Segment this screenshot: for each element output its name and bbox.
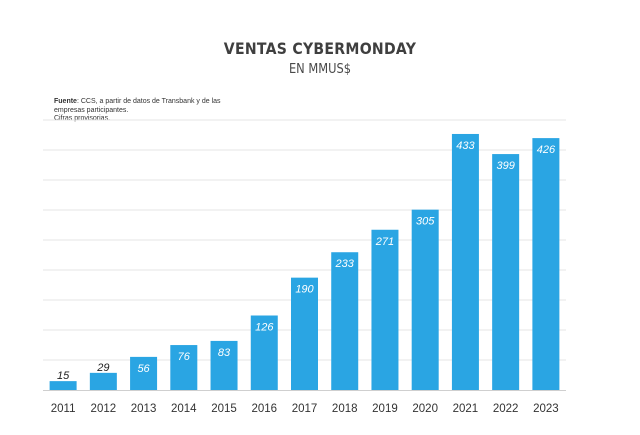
x-tick-2013: 2013 bbox=[131, 403, 157, 415]
x-tick-2022: 2022 bbox=[493, 403, 519, 415]
x-tick-2012: 2012 bbox=[91, 403, 117, 415]
bar-2022 bbox=[492, 154, 520, 390]
bar-2017 bbox=[291, 277, 318, 390]
bar-2020 bbox=[411, 209, 439, 390]
bar-2021 bbox=[451, 133, 479, 390]
value-label-2017: 190 bbox=[295, 284, 314, 296]
chart-title: VENTAS CYBERMONDAY bbox=[223, 39, 417, 58]
source-line-3: Cifras provisorias. bbox=[54, 115, 111, 123]
source-label: Fuente bbox=[54, 98, 77, 105]
bar-2015 bbox=[210, 340, 238, 390]
x-tick-2016: 2016 bbox=[251, 403, 277, 415]
x-tick-2020: 2020 bbox=[412, 403, 438, 415]
value-label-2015: 83 bbox=[218, 347, 231, 359]
x-tick-2011: 2011 bbox=[51, 403, 76, 415]
bar-2014 bbox=[170, 345, 198, 390]
x-tick-2015: 2015 bbox=[211, 403, 237, 415]
value-label-2018: 233 bbox=[335, 258, 355, 270]
x-tick-2014: 2014 bbox=[171, 403, 197, 415]
bar-2023 bbox=[532, 138, 560, 390]
source-line-2: empresas participantes. bbox=[54, 106, 129, 114]
bar-2018 bbox=[331, 252, 359, 390]
value-label-2022: 399 bbox=[496, 160, 514, 172]
value-label-2016: 126 bbox=[255, 321, 274, 333]
bar-2012 bbox=[89, 372, 117, 390]
value-label-2013: 56 bbox=[137, 363, 150, 375]
x-tick-2018: 2018 bbox=[332, 403, 358, 415]
value-label-2012: 29 bbox=[96, 362, 109, 374]
value-label-2020: 305 bbox=[416, 216, 435, 228]
value-label-2019: 271 bbox=[375, 236, 394, 248]
value-label-2014: 76 bbox=[178, 351, 191, 363]
x-tick-2017: 2017 bbox=[292, 403, 318, 415]
bar-2019 bbox=[371, 229, 399, 390]
value-label-2021: 433 bbox=[456, 140, 475, 152]
value-label-2011: 15 bbox=[57, 370, 70, 382]
chart-subtitle: EN MMUS$ bbox=[288, 62, 352, 77]
x-tick-2019: 2019 bbox=[372, 403, 398, 415]
source-note: Fuente: CCS, a partir de datos de Transb… bbox=[54, 98, 244, 124]
bar-2011 bbox=[49, 381, 77, 390]
source-line-1: : CCS, a partir de datos de Transbank y … bbox=[76, 98, 221, 105]
value-label-2023: 426 bbox=[537, 144, 556, 156]
bar-2013 bbox=[130, 356, 158, 390]
bar-2016 bbox=[250, 315, 278, 390]
x-tick-2021: 2021 bbox=[453, 403, 479, 415]
x-tick-2023: 2023 bbox=[533, 403, 559, 415]
